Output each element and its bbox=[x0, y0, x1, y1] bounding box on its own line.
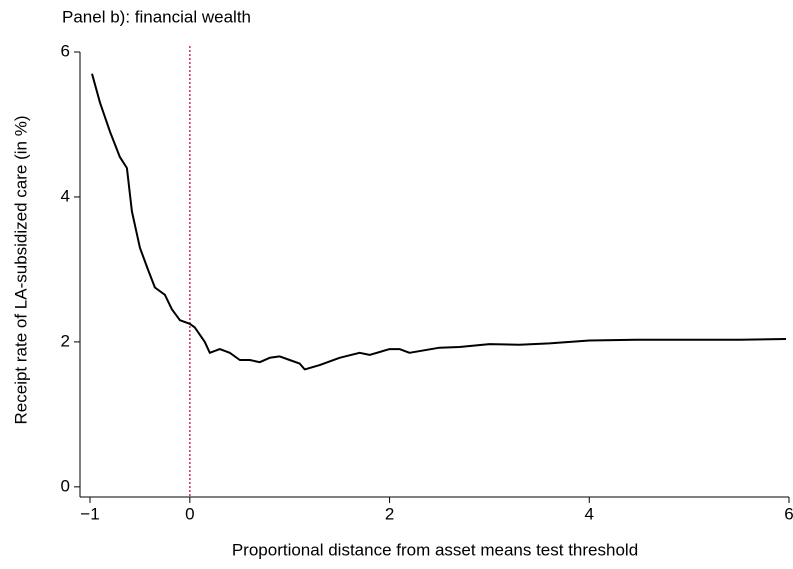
y-axis-label: Receipt rate of LA-subsidized care (in %… bbox=[11, 116, 30, 425]
y-tick-label: 4 bbox=[61, 186, 70, 205]
chart-title: Panel b): financial wealth bbox=[62, 7, 251, 26]
x-tick-label: 6 bbox=[784, 504, 793, 523]
y-tick-label: 6 bbox=[61, 41, 70, 60]
x-tick-label: 4 bbox=[585, 504, 594, 523]
y-tick-label: 0 bbox=[61, 476, 70, 495]
x-tick-label: 0 bbox=[185, 504, 194, 523]
x-axis-label: Proportional distance from asset means t… bbox=[232, 540, 638, 559]
x-tick-label: 2 bbox=[385, 504, 394, 523]
y-tick-label: 2 bbox=[61, 331, 70, 350]
line bbox=[91, 73, 787, 371]
x-tick-label: −1 bbox=[80, 504, 99, 523]
